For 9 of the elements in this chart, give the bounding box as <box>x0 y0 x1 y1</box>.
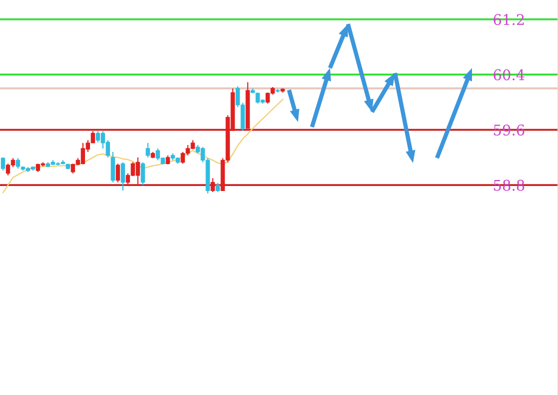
candlestick <box>120 162 125 192</box>
candlestick <box>116 163 120 183</box>
candlestick <box>146 142 150 158</box>
line-series <box>2 98 284 194</box>
candlestick <box>0 156 6 172</box>
candlestick <box>110 151 115 183</box>
candlestick <box>140 162 145 186</box>
candlestick <box>16 158 20 170</box>
candlestick <box>210 178 215 193</box>
